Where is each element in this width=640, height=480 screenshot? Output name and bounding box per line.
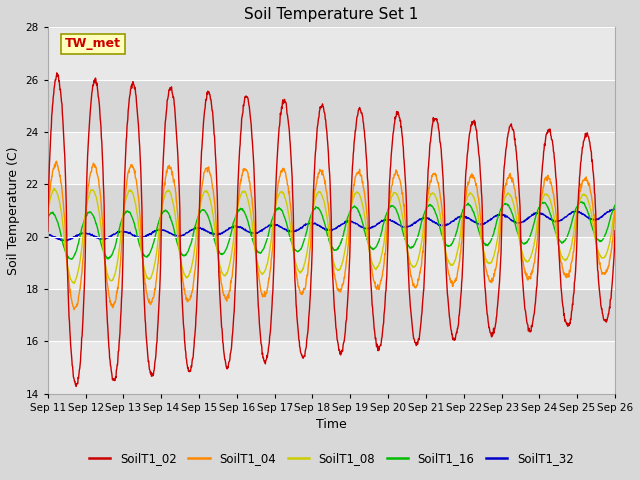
Legend: SoilT1_02, SoilT1_04, SoilT1_08, SoilT1_16, SoilT1_32: SoilT1_02, SoilT1_04, SoilT1_08, SoilT1_…	[84, 447, 579, 469]
Bar	[48, 341, 615, 394]
Bar	[48, 132, 615, 184]
X-axis label: Time: Time	[316, 418, 347, 431]
Bar	[48, 237, 615, 289]
Y-axis label: Soil Temperature (C): Soil Temperature (C)	[7, 146, 20, 275]
Bar	[48, 27, 615, 80]
Title: Soil Temperature Set 1: Soil Temperature Set 1	[244, 7, 419, 22]
Text: TW_met: TW_met	[65, 37, 121, 50]
